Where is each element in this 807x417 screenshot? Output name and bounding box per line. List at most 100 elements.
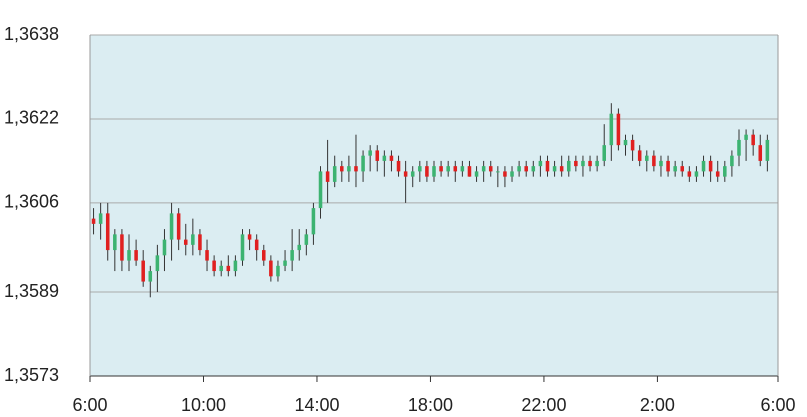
candle-body	[531, 166, 536, 172]
candle-body	[680, 166, 685, 172]
candle-body	[552, 166, 557, 172]
y-tick-label: 1,3638	[4, 24, 59, 44]
candle-body	[254, 239, 259, 251]
candle-body	[382, 155, 387, 161]
candle-body	[276, 265, 280, 277]
candle-body	[127, 250, 131, 261]
candle-body	[510, 171, 514, 177]
candle-body	[311, 208, 316, 235]
candle-body	[205, 250, 209, 261]
candle-body	[155, 255, 160, 272]
candle-body	[545, 160, 550, 172]
candle-body	[325, 171, 330, 182]
candle-body	[687, 171, 692, 177]
x-tick-label: 10:00	[181, 395, 226, 415]
candle-body	[503, 171, 507, 177]
candle-body	[715, 171, 720, 177]
candle-body	[765, 139, 770, 161]
candle-body	[396, 160, 401, 172]
candle-body	[595, 160, 599, 167]
candle-body	[474, 171, 479, 177]
candle-body	[496, 171, 500, 173]
x-tick-label: 14:00	[294, 395, 339, 415]
candle-body	[630, 139, 635, 151]
candle-body	[304, 234, 309, 245]
x-tick-label: 2:00	[640, 395, 675, 415]
y-tick-label: 1,3589	[4, 281, 59, 301]
y-tick-label: 1,3622	[4, 108, 59, 128]
plot-area	[90, 35, 778, 376]
y-tick-label: 1,3573	[4, 365, 59, 385]
candle-body	[262, 250, 266, 261]
candle-body	[191, 234, 195, 245]
candle-body	[538, 160, 543, 167]
candle-body	[318, 171, 323, 209]
candle-body	[467, 166, 472, 177]
candle-body	[694, 171, 699, 177]
candle-body	[418, 166, 422, 172]
candle-body	[488, 166, 493, 172]
y-tick-label: 1,3606	[4, 192, 59, 212]
candle-body	[375, 150, 380, 161]
candle-body	[403, 171, 408, 177]
candle-body	[134, 250, 138, 261]
candle-body	[361, 155, 365, 172]
candle-body	[432, 166, 436, 177]
x-tick-label: 18:00	[408, 395, 453, 415]
candle-body	[652, 155, 656, 167]
candle-body	[453, 166, 458, 172]
candle-body	[460, 166, 465, 172]
candle-body	[588, 160, 592, 167]
candle-body	[645, 155, 649, 161]
candle-body	[425, 166, 429, 177]
candle-body	[566, 160, 571, 172]
candle-body	[198, 234, 202, 251]
candle-body	[269, 260, 273, 277]
candle-body	[659, 160, 663, 167]
candle-body	[410, 171, 415, 177]
candle-body	[113, 234, 117, 251]
candle-body	[666, 160, 670, 172]
candle-body	[616, 113, 621, 146]
candle-body	[637, 150, 642, 161]
candle-body	[439, 166, 443, 172]
candle-body	[481, 166, 486, 172]
candle-body	[602, 145, 606, 161]
candle-body	[233, 260, 238, 272]
candle-body	[91, 218, 96, 224]
candle-body	[673, 166, 677, 172]
candle-body	[574, 160, 578, 167]
candle-body	[581, 160, 585, 167]
candle-body	[148, 271, 153, 282]
candle-body	[183, 239, 188, 245]
candle-body	[524, 166, 528, 172]
candle-body	[517, 166, 521, 172]
candle-body	[340, 166, 344, 172]
candle-body	[446, 166, 450, 172]
x-tick-label: 22:00	[521, 395, 566, 415]
candle-body	[120, 234, 124, 261]
candle-body	[240, 234, 245, 261]
x-tick-label: 6:00	[72, 395, 107, 415]
candle-body	[730, 155, 734, 167]
candle-body	[162, 239, 167, 256]
candle-body	[623, 139, 628, 146]
x-tick-label: 6:00	[760, 395, 795, 415]
candle-body	[758, 145, 763, 161]
candle-body	[354, 166, 358, 172]
candle-body	[176, 213, 181, 240]
candle-body	[609, 113, 614, 146]
candle-body	[212, 260, 216, 272]
candle-body	[98, 213, 103, 224]
candle-body	[105, 213, 110, 251]
candle-body	[559, 166, 564, 172]
candle-body	[751, 134, 755, 146]
candle-body	[744, 134, 748, 140]
candle-body	[219, 265, 223, 272]
candle-body	[347, 166, 351, 172]
candle-body	[169, 213, 174, 240]
candle-body	[290, 250, 294, 261]
candle-body	[297, 244, 302, 251]
candle-body	[737, 139, 741, 156]
